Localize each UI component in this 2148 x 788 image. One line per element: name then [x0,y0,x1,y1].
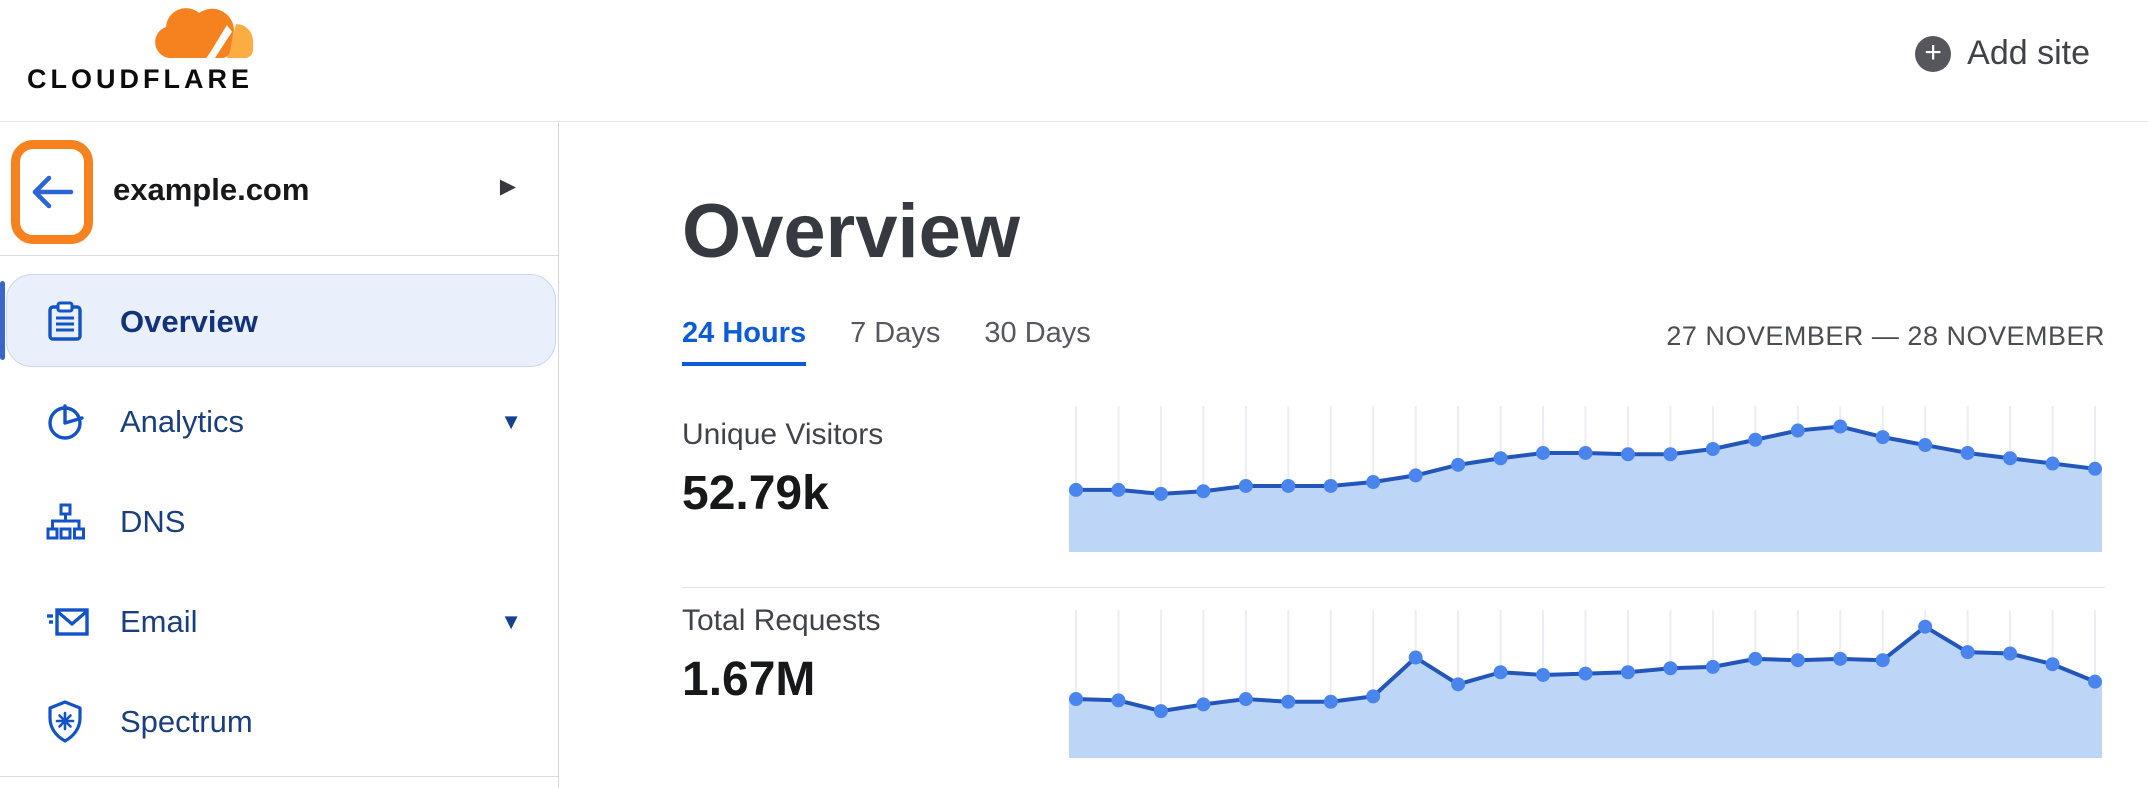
top-header: CLOUDFLARE + Add site [0,0,2148,122]
pie-chart-icon [48,404,84,440]
selected-accent-bar [0,281,5,360]
chevron-down-icon[interactable]: ▼ [500,609,522,634]
sidebar-divider [0,776,558,777]
unique-visitors-row: Unique Visitors 52.79k [682,392,2105,587]
stat-label: Unique Visitors [682,418,884,451]
site-switcher[interactable]: example.com ▶ [0,122,558,256]
date-range-label: 27 NOVEMBER — 28 NOVEMBER [1666,321,2105,351]
shield-icon [48,700,82,743]
chevron-down-icon[interactable]: ▼ [500,409,522,434]
total-requests-chart-box [1069,588,2102,788]
site-name: example.com [113,172,310,207]
stat-value: 52.79k [682,467,829,520]
network-tree-icon [46,503,85,540]
sidebar-item-label: Analytics [120,404,245,439]
back-button-highlight [11,140,93,244]
cloudflare-wordmark: CLOUDFLARE [27,64,253,94]
main-content: Overview 24 Hours 7 Days 30 Days 27 NOVE… [559,122,2148,788]
sidebar-item-label: Email [120,604,198,639]
chevron-right-icon[interactable]: ▶ [499,175,516,198]
sidebar-item-spectrum[interactable]: Spectrum [0,672,558,772]
sidebar: example.com ▶ Overview [0,122,559,788]
cloudflare-cloud-icon [155,8,253,60]
selected-pill [6,274,556,367]
unique-visitors-chart[interactable] [1069,404,2102,552]
add-site-button[interactable]: + Add site [1915,34,2090,73]
arrow-left-icon[interactable] [29,174,75,210]
tab-7-days[interactable]: 7 Days [850,317,941,349]
unique-visitors-chart-box [1069,392,2102,587]
envelope-icon [47,608,89,636]
stat-value: 1.67M [682,653,816,706]
total-requests-row: Total Requests 1.67M [682,588,2105,788]
tab-30-days[interactable]: 30 Days [984,317,1091,349]
stat-label: Total Requests [682,604,881,637]
total-requests-chart[interactable] [1069,608,2102,758]
unique-visitors-stat: Unique Visitors 52.79k [682,392,1069,587]
total-requests-stat: Total Requests 1.67M [682,588,1069,788]
metric-divider [682,587,2105,588]
clipboard-icon [48,301,82,341]
add-site-label: Add site [1967,34,2090,72]
plus-circle-icon: + [1915,35,1952,72]
sidebar-nav: Overview Analytics ▼ DNS [0,256,558,777]
sidebar-item-label: Spectrum [120,704,253,739]
sidebar-item-dns[interactable]: DNS [0,472,558,572]
sidebar-item-email[interactable]: Email ▼ [0,572,558,672]
sidebar-item-label: Overview [120,304,258,339]
cloudflare-logo[interactable]: CLOUDFLARE [27,4,262,95]
sidebar-item-analytics[interactable]: Analytics ▼ [0,372,558,472]
tab-24-hours[interactable]: 24 Hours [682,317,807,366]
sidebar-item-overview[interactable]: Overview [0,272,558,372]
page-title: Overview [682,189,1020,274]
time-range-tabs: 24 Hours 7 Days 30 Days 27 NOVEMBER — 28… [682,317,2105,366]
sidebar-item-label: DNS [120,504,186,539]
